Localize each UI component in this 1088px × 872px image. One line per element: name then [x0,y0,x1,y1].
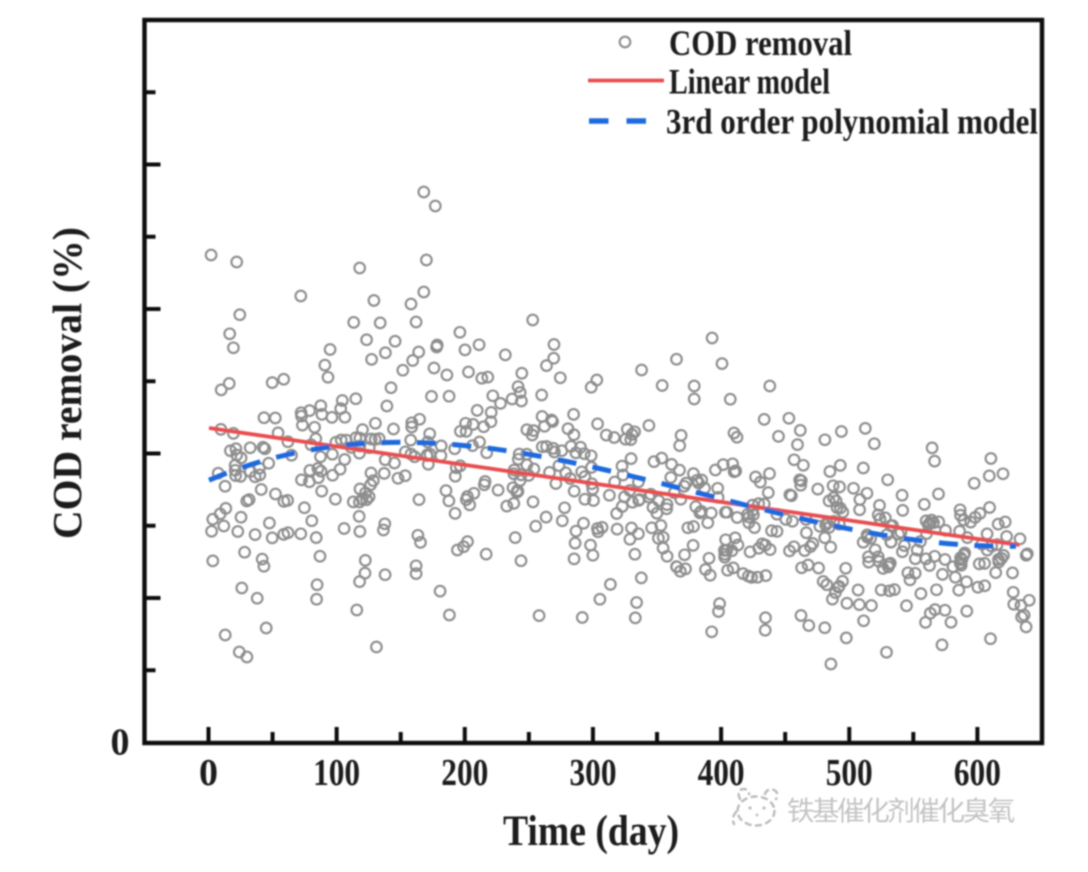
svg-text:0: 0 [111,722,130,764]
svg-text:100: 100 [313,752,360,794]
svg-text:COD removal (%): COD removal (%) [44,227,90,539]
svg-text:3rd order polynomial model: 3rd order polynomial model [666,102,1038,142]
svg-text:200: 200 [441,752,488,794]
svg-text:Linear model: Linear model [669,62,830,102]
svg-text:600: 600 [954,752,1001,794]
svg-text:300: 300 [570,752,617,794]
svg-text:COD removal: COD removal [669,23,852,63]
svg-text:400: 400 [698,752,745,794]
svg-text:0: 0 [199,752,218,794]
svg-text:Time (day): Time (day) [503,808,679,855]
svg-text:500: 500 [826,752,873,794]
